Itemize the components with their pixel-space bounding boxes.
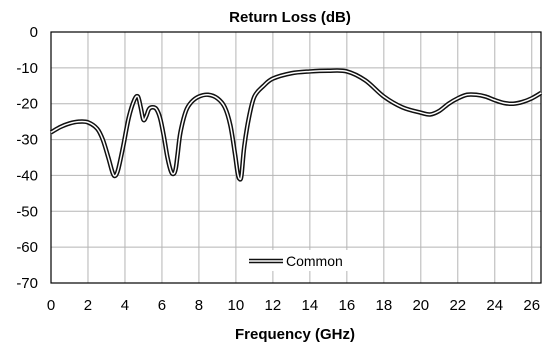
- plot-area: [50, 31, 542, 284]
- x-tick-label: 18: [375, 297, 392, 314]
- x-tick-label: 0: [47, 297, 55, 314]
- x-tick-label: 22: [449, 297, 466, 314]
- legend-background: [244, 250, 356, 271]
- y-tick-label: 0: [30, 24, 38, 41]
- series-group: [49, 68, 543, 182]
- y-tick-label: -10: [16, 60, 38, 77]
- y-tick-label: -60: [16, 239, 38, 256]
- x-tick-label: 2: [84, 297, 92, 314]
- grid-lines: [51, 32, 541, 283]
- legend-label-common: Common: [286, 253, 343, 269]
- x-tick-label: 8: [195, 297, 203, 314]
- x-tick-label: 12: [265, 297, 282, 314]
- x-tick-label: 14: [302, 297, 319, 314]
- y-axis-ticks: 0 -10 -20 -30 -40 -50 -60 -70: [16, 24, 38, 292]
- x-tick-label: 4: [121, 297, 129, 314]
- y-tick-label: -40: [16, 167, 38, 184]
- x-tick-label: 10: [228, 297, 245, 314]
- x-tick-label: 26: [523, 297, 540, 314]
- chart-title: Return Loss (dB): [229, 9, 351, 26]
- x-tick-label: 20: [412, 297, 429, 314]
- y-tick-label: -50: [16, 203, 38, 220]
- y-tick-label: -20: [16, 96, 38, 113]
- legend: Common: [244, 250, 356, 271]
- y-tick-label: -30: [16, 132, 38, 149]
- y-tick-label: -70: [16, 275, 38, 292]
- x-tick-label: 6: [158, 297, 166, 314]
- x-tick-label: 16: [339, 297, 356, 314]
- x-tick-label: 24: [486, 297, 503, 314]
- series-line: [50, 69, 542, 181]
- x-axis-label: Frequency (GHz): [235, 326, 355, 343]
- x-axis-ticks: 0 2 4 6 8 10 12 14 16 18 20 22 24 26: [47, 297, 540, 314]
